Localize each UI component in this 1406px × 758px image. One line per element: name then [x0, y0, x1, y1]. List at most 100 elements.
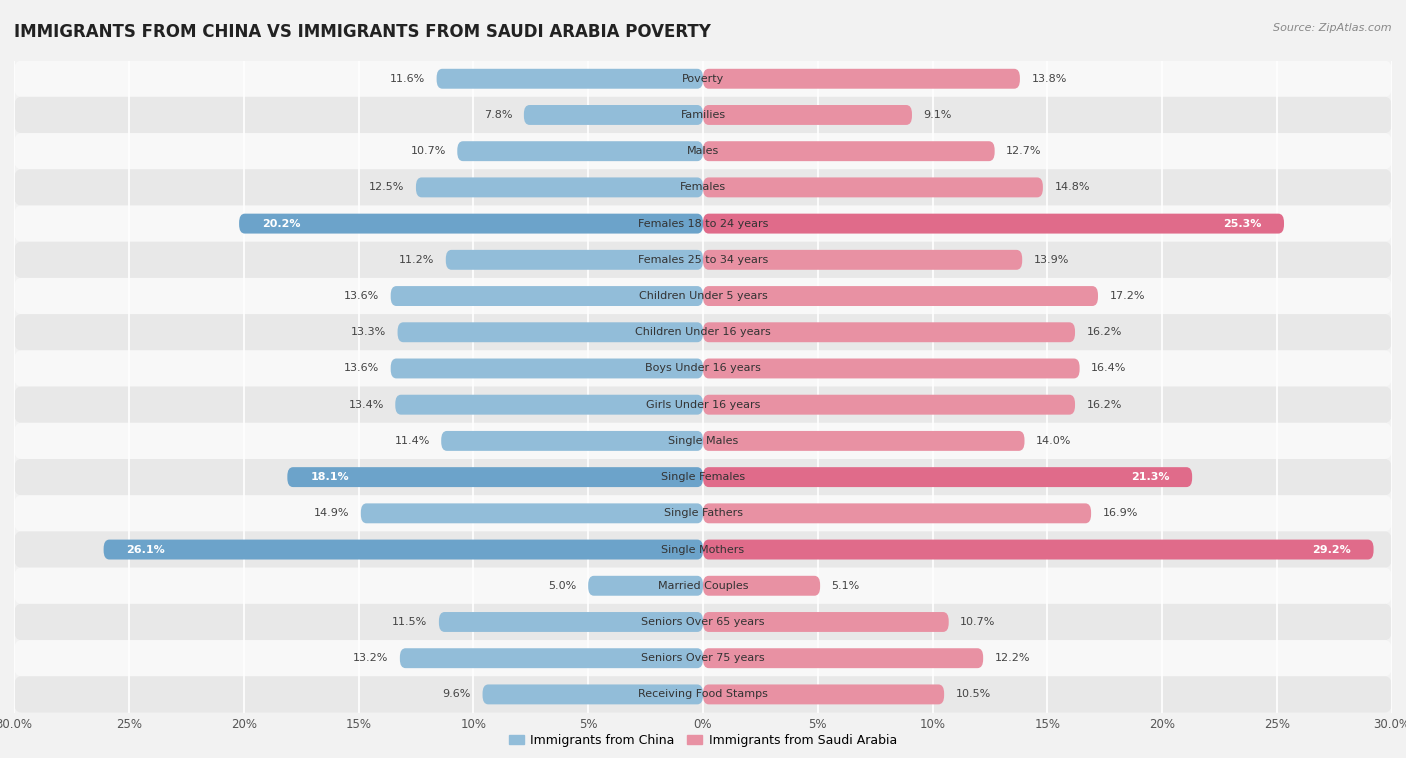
FancyBboxPatch shape [14, 387, 1392, 423]
Text: 14.9%: 14.9% [314, 509, 349, 518]
FancyBboxPatch shape [399, 648, 703, 668]
FancyBboxPatch shape [703, 214, 1284, 233]
Text: 11.5%: 11.5% [392, 617, 427, 627]
FancyBboxPatch shape [416, 177, 703, 197]
FancyBboxPatch shape [14, 495, 1392, 531]
FancyBboxPatch shape [703, 540, 1374, 559]
FancyBboxPatch shape [239, 214, 703, 233]
FancyBboxPatch shape [14, 205, 1392, 242]
FancyBboxPatch shape [703, 612, 949, 632]
Text: Boys Under 16 years: Boys Under 16 years [645, 364, 761, 374]
Text: Receiving Food Stamps: Receiving Food Stamps [638, 690, 768, 700]
Text: Seniors Over 65 years: Seniors Over 65 years [641, 617, 765, 627]
FancyBboxPatch shape [439, 612, 703, 632]
Text: Single Fathers: Single Fathers [664, 509, 742, 518]
FancyBboxPatch shape [14, 350, 1392, 387]
Text: 13.3%: 13.3% [352, 327, 387, 337]
Text: Single Males: Single Males [668, 436, 738, 446]
FancyBboxPatch shape [287, 467, 703, 487]
Text: Males: Males [688, 146, 718, 156]
FancyBboxPatch shape [14, 568, 1392, 604]
Text: 29.2%: 29.2% [1312, 544, 1351, 555]
Legend: Immigrants from China, Immigrants from Saudi Arabia: Immigrants from China, Immigrants from S… [505, 729, 901, 752]
Text: 14.8%: 14.8% [1054, 183, 1090, 193]
Text: 12.7%: 12.7% [1007, 146, 1042, 156]
FancyBboxPatch shape [104, 540, 703, 559]
FancyBboxPatch shape [14, 278, 1392, 314]
Text: 9.6%: 9.6% [443, 690, 471, 700]
Text: 16.2%: 16.2% [1087, 399, 1122, 409]
FancyBboxPatch shape [14, 459, 1392, 495]
Text: 17.2%: 17.2% [1109, 291, 1144, 301]
Text: 16.9%: 16.9% [1102, 509, 1137, 518]
FancyBboxPatch shape [14, 314, 1392, 350]
Text: 16.4%: 16.4% [1091, 364, 1126, 374]
FancyBboxPatch shape [361, 503, 703, 523]
FancyBboxPatch shape [446, 250, 703, 270]
Text: 13.4%: 13.4% [349, 399, 384, 409]
Text: 21.3%: 21.3% [1130, 472, 1170, 482]
Text: IMMIGRANTS FROM CHINA VS IMMIGRANTS FROM SAUDI ARABIA POVERTY: IMMIGRANTS FROM CHINA VS IMMIGRANTS FROM… [14, 23, 711, 41]
Text: 13.2%: 13.2% [353, 653, 388, 663]
FancyBboxPatch shape [457, 141, 703, 161]
FancyBboxPatch shape [14, 676, 1392, 713]
FancyBboxPatch shape [14, 640, 1392, 676]
FancyBboxPatch shape [391, 359, 703, 378]
FancyBboxPatch shape [703, 576, 820, 596]
Text: Poverty: Poverty [682, 74, 724, 83]
Text: 11.2%: 11.2% [399, 255, 434, 265]
FancyBboxPatch shape [703, 359, 1080, 378]
FancyBboxPatch shape [395, 395, 703, 415]
Text: 26.1%: 26.1% [127, 544, 166, 555]
Text: Seniors Over 75 years: Seniors Over 75 years [641, 653, 765, 663]
Text: 10.7%: 10.7% [960, 617, 995, 627]
Text: Females 18 to 24 years: Females 18 to 24 years [638, 218, 768, 229]
Text: 12.5%: 12.5% [370, 183, 405, 193]
Text: Children Under 16 years: Children Under 16 years [636, 327, 770, 337]
Text: 12.2%: 12.2% [994, 653, 1031, 663]
FancyBboxPatch shape [14, 423, 1392, 459]
Text: Single Mothers: Single Mothers [661, 544, 745, 555]
Text: Single Females: Single Females [661, 472, 745, 482]
FancyBboxPatch shape [441, 431, 703, 451]
Text: 13.6%: 13.6% [344, 364, 380, 374]
Text: 11.4%: 11.4% [394, 436, 430, 446]
FancyBboxPatch shape [482, 684, 703, 704]
FancyBboxPatch shape [437, 69, 703, 89]
Text: Families: Families [681, 110, 725, 120]
FancyBboxPatch shape [703, 648, 983, 668]
FancyBboxPatch shape [703, 467, 1192, 487]
FancyBboxPatch shape [14, 604, 1392, 640]
Text: 14.0%: 14.0% [1036, 436, 1071, 446]
Text: 25.3%: 25.3% [1223, 218, 1261, 229]
FancyBboxPatch shape [703, 250, 1022, 270]
FancyBboxPatch shape [703, 105, 912, 125]
FancyBboxPatch shape [14, 61, 1392, 97]
FancyBboxPatch shape [703, 431, 1025, 451]
Text: 11.6%: 11.6% [389, 74, 425, 83]
Text: 20.2%: 20.2% [262, 218, 301, 229]
Text: 16.2%: 16.2% [1087, 327, 1122, 337]
FancyBboxPatch shape [703, 503, 1091, 523]
FancyBboxPatch shape [14, 531, 1392, 568]
FancyBboxPatch shape [703, 286, 1098, 306]
FancyBboxPatch shape [703, 177, 1043, 197]
Text: 10.7%: 10.7% [411, 146, 446, 156]
FancyBboxPatch shape [703, 69, 1019, 89]
Text: 5.0%: 5.0% [548, 581, 576, 590]
FancyBboxPatch shape [14, 97, 1392, 133]
FancyBboxPatch shape [703, 684, 945, 704]
FancyBboxPatch shape [14, 133, 1392, 169]
Text: Children Under 5 years: Children Under 5 years [638, 291, 768, 301]
Text: 18.1%: 18.1% [311, 472, 349, 482]
Text: Females 25 to 34 years: Females 25 to 34 years [638, 255, 768, 265]
FancyBboxPatch shape [524, 105, 703, 125]
Text: Girls Under 16 years: Girls Under 16 years [645, 399, 761, 409]
Text: 7.8%: 7.8% [484, 110, 512, 120]
Text: 13.6%: 13.6% [344, 291, 380, 301]
FancyBboxPatch shape [588, 576, 703, 596]
Text: Married Couples: Married Couples [658, 581, 748, 590]
Text: Source: ZipAtlas.com: Source: ZipAtlas.com [1274, 23, 1392, 33]
FancyBboxPatch shape [398, 322, 703, 342]
Text: 10.5%: 10.5% [956, 690, 991, 700]
